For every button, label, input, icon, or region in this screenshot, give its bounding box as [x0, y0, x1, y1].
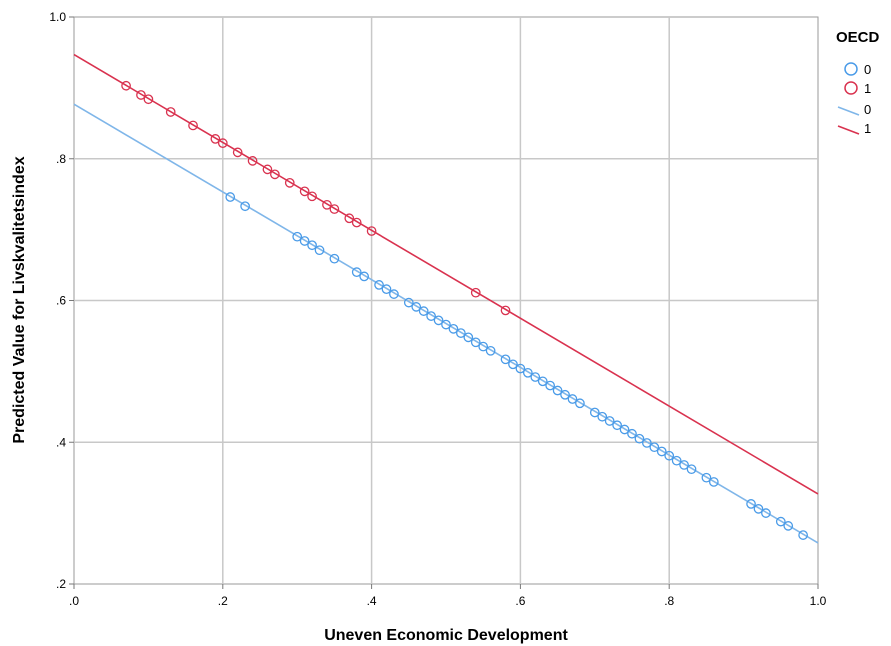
legend: OECD 0 1 0 1: [836, 29, 880, 136]
y-tick-label: .8: [56, 152, 66, 166]
x-tick-label: 1.0: [810, 594, 827, 608]
legend-label-marker: 1: [864, 81, 871, 96]
x-tick-label: .6: [515, 594, 525, 608]
legend-title: OECD: [836, 29, 880, 46]
x-tick-label: .0: [69, 594, 79, 608]
y-tick-label: 1.0: [49, 10, 66, 24]
x-tick-label: .8: [664, 594, 674, 608]
legend-label-marker: 0: [864, 62, 871, 77]
x-tick-label: .4: [367, 594, 377, 608]
legend-marker-oecd-0: [845, 63, 857, 75]
y-axis-title: Predicted Value for Livskvalitetsindex: [11, 156, 28, 443]
legend-line-oecd-1: [838, 126, 859, 134]
legend-label-line: 1: [864, 121, 871, 136]
legend-marker-oecd-1: [845, 82, 857, 94]
y-tick-label: .4: [56, 435, 66, 449]
y-tick-label: .2: [56, 577, 66, 591]
x-axis-title: Uneven Economic Development: [324, 627, 568, 644]
legend-line-oecd-0: [838, 107, 859, 115]
x-tick-label: .2: [218, 594, 228, 608]
y-tick-label: .6: [56, 294, 66, 308]
legend-label-line: 0: [864, 102, 871, 117]
